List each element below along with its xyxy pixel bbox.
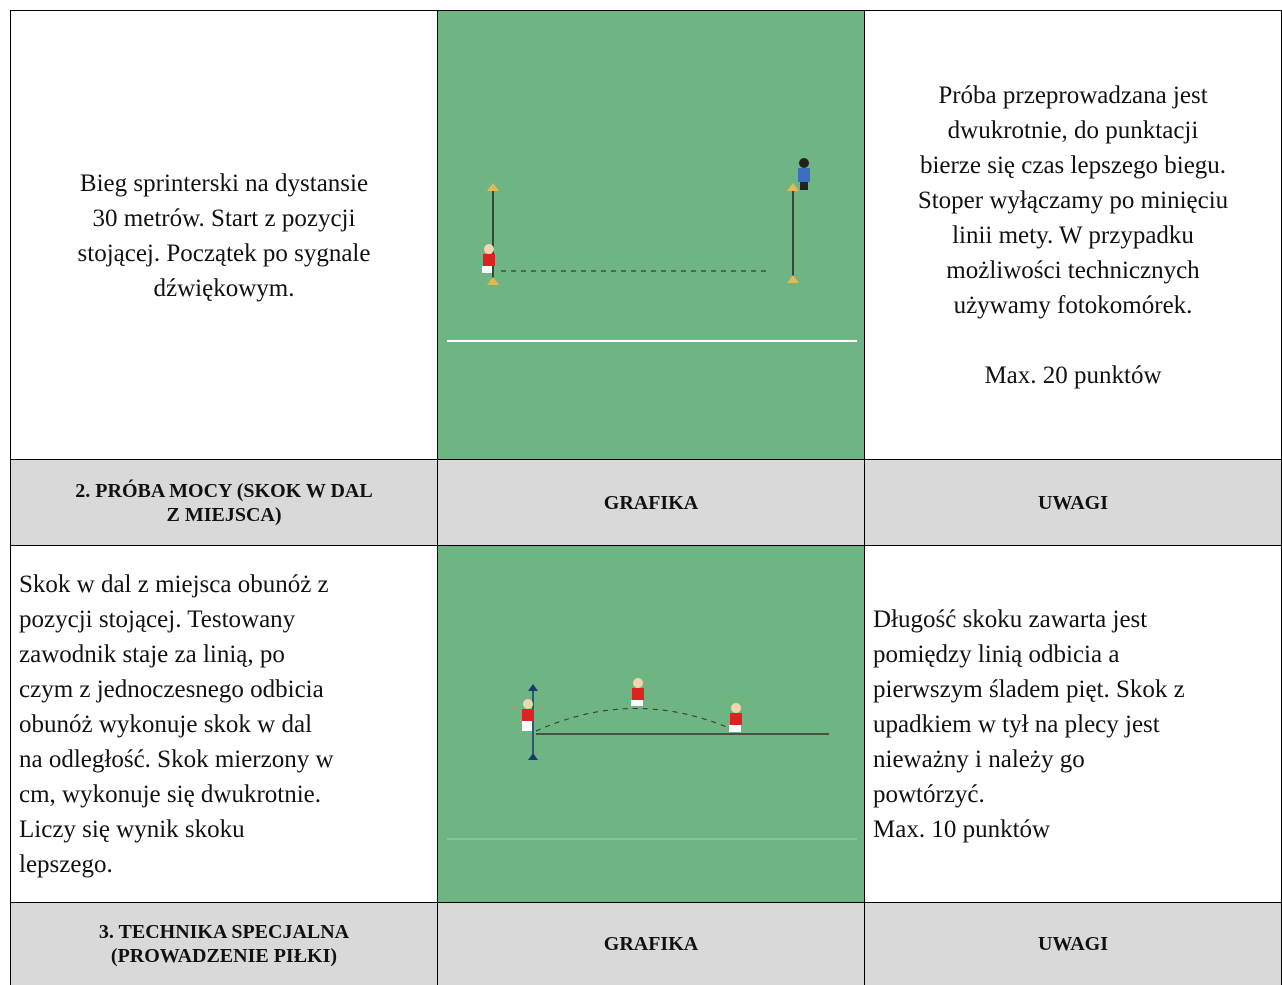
- text-line: Skok w dal z miejsca obunóż z: [19, 571, 329, 598]
- text-line: bierze się czas lepszego biegu.: [919, 152, 1227, 179]
- sprint-diagram: [447, 158, 857, 342]
- notes-cell: Próba przeprowadzana jest dwukrotnie, do …: [864, 10, 1282, 460]
- points-text: Max. 10 punktów: [873, 816, 1051, 843]
- text-line: pozycji stojącej. Testowany: [19, 606, 296, 633]
- text-line: 3. TECHNIKA SPECJALNA: [98, 921, 350, 943]
- text-line: 2. PRÓBA MOCY (SKOK W DAL: [75, 479, 373, 502]
- header-text: GRAFIKA: [603, 491, 699, 514]
- notes-header: UWAGI: [864, 459, 1282, 545]
- text-line: 30 metrów. Start z pozycji: [92, 204, 356, 232]
- text-line: możliwości technicznych: [946, 257, 1200, 284]
- text-line: stojącej. Początek po sygnale: [77, 239, 371, 267]
- text-line: lepszego.: [19, 851, 113, 878]
- text-line: Długość skoku zawarta jest: [873, 606, 1148, 633]
- text-line: pomiędzy linią odbicia a: [873, 641, 1120, 668]
- text-line: Liczy się wynik skoku: [19, 816, 245, 843]
- graphic-header: GRAFIKA: [437, 459, 864, 545]
- text-line: dwukrotnie, do punktacji: [947, 117, 1199, 144]
- graphic-cell: [437, 10, 864, 460]
- text-line: (PROWADZENIE PIŁKI): [110, 945, 338, 967]
- text-line: zawodnik staje za linią, po: [19, 641, 285, 668]
- header-text: UWAGI: [1037, 491, 1108, 514]
- points-text: Max. 20 punktów: [984, 362, 1162, 389]
- text-line: obunóż wykonuje skok w dal: [19, 711, 313, 738]
- text-line: dźwiękowym.: [153, 274, 295, 302]
- description-cell: Bieg sprinterski na dystansie 30 metrów. …: [10, 10, 437, 460]
- section-title: 2. PRÓBA MOCY (SKOK W DAL Z MIEJSCA): [10, 459, 437, 545]
- text-line: powtórzyć.: [873, 781, 985, 808]
- text-line: linii mety. W przypadku: [952, 222, 1194, 249]
- graphic-header: GRAFIKA: [437, 902, 864, 985]
- description-cell: Skok w dal z miejsca obunóż z pozycji sto…: [10, 545, 437, 903]
- text-line: pierwszym śladem pięt. Skok z: [873, 676, 1185, 703]
- text-line: cm, wykonuje się dwukrotnie.: [19, 781, 322, 808]
- text-line: upadkiem w tył na plecy jest: [873, 711, 1160, 738]
- header-text: UWAGI: [1037, 933, 1108, 955]
- notes-cell: Długość skoku zawarta jest pomiędzy linią…: [864, 545, 1282, 903]
- text-line: Z MIEJSCA): [166, 503, 282, 526]
- text-line: Próba przeprowadzana jest: [938, 82, 1208, 109]
- text-line: na odległość. Skok mierzony w: [19, 746, 334, 773]
- header-text: GRAFIKA: [603, 933, 699, 955]
- text-line: używamy fotokomórek.: [953, 292, 1193, 319]
- text-line: Stoper wyłączamy po minięciu: [917, 187, 1229, 214]
- text-line: Bieg sprinterski na dystansie: [79, 169, 369, 197]
- graphic-cell: [437, 545, 864, 903]
- text-line: nieważny i należy go: [873, 746, 1085, 773]
- notes-header: UWAGI: [864, 902, 1282, 985]
- jump-diagram: [447, 678, 857, 840]
- text-line: czym z jednoczesnego odbicia: [19, 676, 324, 703]
- section-title: 3. TECHNIKA SPECJALNA (PROWADZENIE PIŁKI): [10, 902, 437, 985]
